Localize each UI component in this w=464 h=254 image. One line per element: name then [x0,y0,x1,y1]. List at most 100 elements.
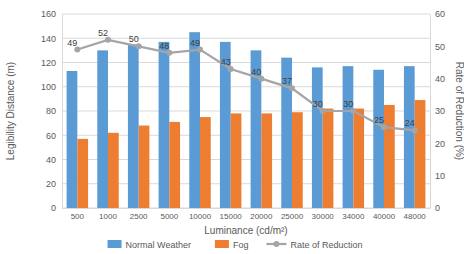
plot: 5001000250050001000015000200002500030000… [41,9,445,220]
tick: 40 [46,155,62,165]
bar [231,113,242,208]
grid-line [62,38,430,39]
tick: 120 [41,58,62,68]
grid-line [62,14,430,15]
bar [292,112,303,208]
bar [323,109,334,208]
tick: 160 [41,9,62,19]
tick: 0 [51,203,62,213]
legend-marker [273,241,279,247]
y2-axis-title: Rate of Reduction (%) [454,62,464,160]
bar-series [67,32,415,208]
x-axis-line [63,208,431,209]
y-tick-label: 40 [46,155,56,165]
tick: 30 [430,106,445,116]
bar [312,67,323,208]
data-label: 40 [251,67,261,77]
tick: 40000 [373,212,396,221]
y2-axis-line [430,15,431,209]
y-tick-label: 100 [41,82,56,92]
y2-tick-label: 30 [435,106,445,116]
grid-line [62,62,430,63]
x-tick-label: 5000 [160,212,178,221]
line [77,40,414,131]
legend-item: Fog [215,240,249,250]
legend-label: Rate of Reduction [290,240,362,250]
y-tick-label: 20 [46,179,56,189]
data-labels: 495250484943403730302524 [67,28,414,129]
data-label: 49 [190,38,200,48]
bar [220,42,231,208]
data-label: 49 [67,38,77,48]
y2-tick-label: 60 [435,9,445,19]
x-axis: 500 1000 2500 5000 10000 15000 20000 25000 30000… [63,209,431,221]
data-label: 24 [405,118,415,128]
x-tick-label: 48000 [404,212,427,221]
legend-label: Normal Weather [126,240,191,250]
y-tick-label: 160 [41,9,56,19]
tick: 60 [46,131,62,141]
marks [67,32,426,208]
tick: 100 [41,82,62,92]
x-tick-label: 500 [71,212,85,221]
y-tick-label: 60 [46,131,56,141]
tick: 140 [41,34,62,44]
legend: Normal Weather Fog Rate of Reduction [108,240,363,250]
tick: 10 [430,171,445,181]
bar [128,44,139,208]
bar [169,122,180,208]
tick: 10000 [189,212,212,221]
tick: 25000 [281,212,304,221]
data-label: 30 [343,99,353,109]
data-label: 52 [98,28,108,38]
x-tick-label: 1000 [99,212,117,221]
y-tick-label: 80 [46,106,56,116]
x-tick-label: 25000 [281,212,304,221]
grid [62,14,430,208]
legend-swatch [215,240,229,248]
y-axis: 0 20 40 60 80 100 120 140 160 [41,9,63,213]
bar [159,42,170,208]
bar [415,100,426,208]
bar [67,71,78,208]
y2-tick-label: 10 [435,171,445,181]
data-label: 43 [221,57,231,67]
tick: 20 [430,139,445,149]
tick: 1000 [99,212,117,221]
data-label: 48 [159,41,169,51]
tick: 2500 [130,212,148,221]
y2-tick-label: 50 [435,42,445,52]
bar [384,105,395,208]
bar [343,66,354,208]
tick: 500 [71,212,85,221]
x-tick-label: 20000 [250,212,273,221]
tick: 30000 [312,212,335,221]
bar [261,113,272,208]
tick: 48000 [404,212,427,221]
tick: 60 [430,9,445,19]
tick: 15000 [220,212,243,221]
legend-item: Rate of Reduction [266,240,362,250]
tick: 80 [46,106,62,116]
tick: 0 [430,203,440,213]
data-label: 37 [282,76,292,86]
x-tick-label: 2500 [130,212,148,221]
bar [251,50,262,208]
x-tick-label: 10000 [189,212,212,221]
tick: 20000 [250,212,273,221]
bar-series [77,100,425,208]
bar [281,58,292,208]
y-tick-label: 0 [51,203,56,213]
y2-tick-label: 20 [435,139,445,149]
bar [189,32,200,208]
x-tick-label: 30000 [312,212,335,221]
tick: 34000 [342,212,365,221]
bar [353,109,364,208]
x-tick-label: 34000 [342,212,365,221]
tick: 20 [46,179,62,189]
bar [373,70,384,208]
data-label: 30 [313,99,323,109]
bar [200,117,211,208]
bar [77,139,88,208]
bar [108,133,119,208]
